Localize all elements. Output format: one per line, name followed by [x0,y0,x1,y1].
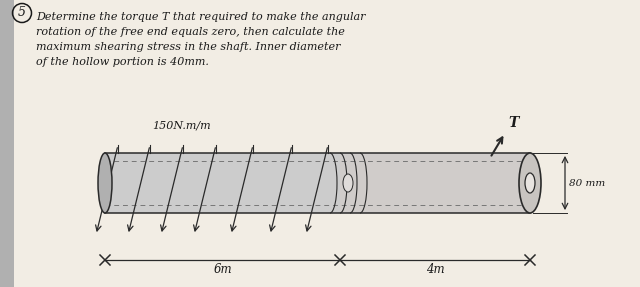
Text: rotation of the free end equals zero, then calculate the: rotation of the free end equals zero, th… [36,27,345,37]
Text: 6m: 6m [213,263,232,276]
Text: 150N.m/m: 150N.m/m [152,120,211,130]
Polygon shape [340,153,530,213]
Ellipse shape [525,173,535,193]
Text: of the hollow portion is 40mm.: of the hollow portion is 40mm. [36,57,209,67]
Text: T: T [508,116,518,130]
Text: 80 mm: 80 mm [569,179,605,187]
Text: 5: 5 [18,7,26,20]
Ellipse shape [98,153,112,213]
Text: 4m: 4m [426,263,444,276]
Text: Determine the torque T that required to make the angular: Determine the torque T that required to … [36,12,365,22]
Text: maximum shearing stress in the shaft. Inner diameter: maximum shearing stress in the shaft. In… [36,42,340,52]
Ellipse shape [519,153,541,213]
Polygon shape [105,153,340,213]
Ellipse shape [343,174,353,192]
Polygon shape [0,0,14,287]
